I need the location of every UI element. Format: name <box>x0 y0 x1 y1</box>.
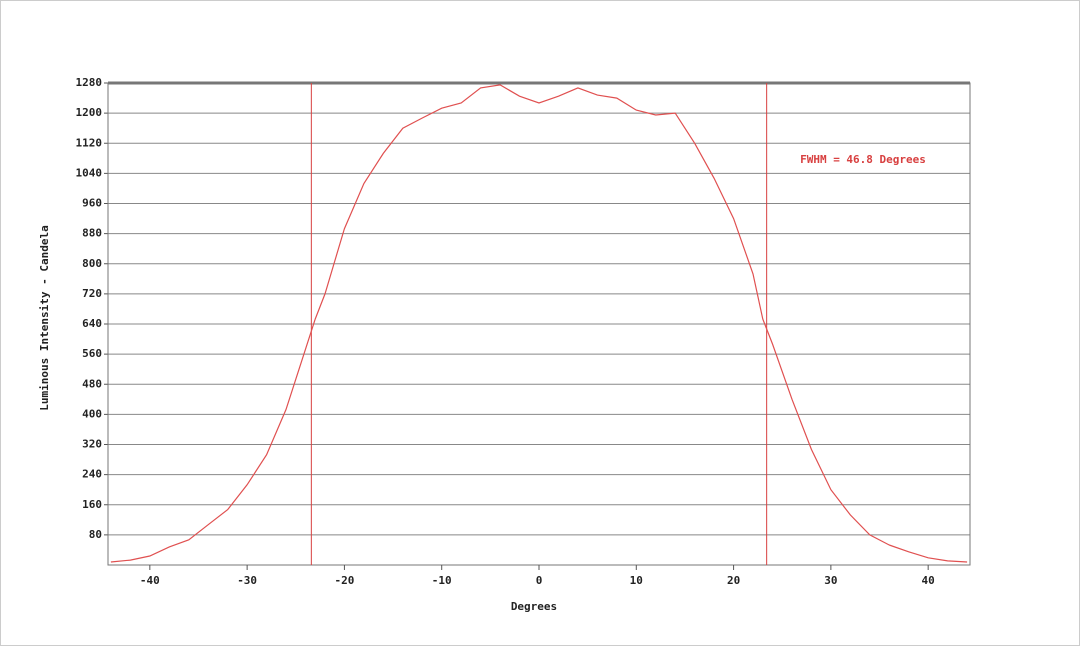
y-tick-label: 560 <box>82 347 102 360</box>
x-tick-label: -40 <box>140 574 160 587</box>
y-tick-label: 160 <box>82 498 102 511</box>
annotation: FWHM = 46.8 Degrees <box>800 153 926 166</box>
y-tick-label: 880 <box>82 227 102 240</box>
y-tick-label: 1120 <box>76 136 103 149</box>
y-tick-label: 960 <box>82 197 102 210</box>
x-tick-label: 30 <box>824 574 837 587</box>
y-tick-label: 80 <box>89 528 102 541</box>
x-tick-label: -10 <box>432 574 452 587</box>
y-tick-label: 1280 <box>76 76 103 89</box>
y-tick-label: 400 <box>82 407 102 420</box>
y-tick-label: 240 <box>82 468 102 481</box>
x-tick-label: 40 <box>922 574 935 587</box>
y-tick-label: 480 <box>82 377 102 390</box>
x-tick-label: 0 <box>536 574 543 587</box>
x-tick-label: -20 <box>334 574 354 587</box>
y-tick-label: 720 <box>82 287 102 300</box>
data-line <box>110 84 968 563</box>
y-tick-label: 640 <box>82 317 102 330</box>
x-tick-label: -30 <box>237 574 257 587</box>
y-tick-label: 320 <box>82 438 102 451</box>
x-tick-label: 10 <box>630 574 643 587</box>
x-tick-label: 20 <box>727 574 740 587</box>
y-tick-label: 1040 <box>76 166 103 179</box>
x-axis-label: Degrees <box>511 600 557 613</box>
y-axis-label: Luminous Intensity - Candela <box>38 225 51 410</box>
y-tick-label: 800 <box>82 257 102 270</box>
y-tick-label: 1200 <box>76 106 103 119</box>
